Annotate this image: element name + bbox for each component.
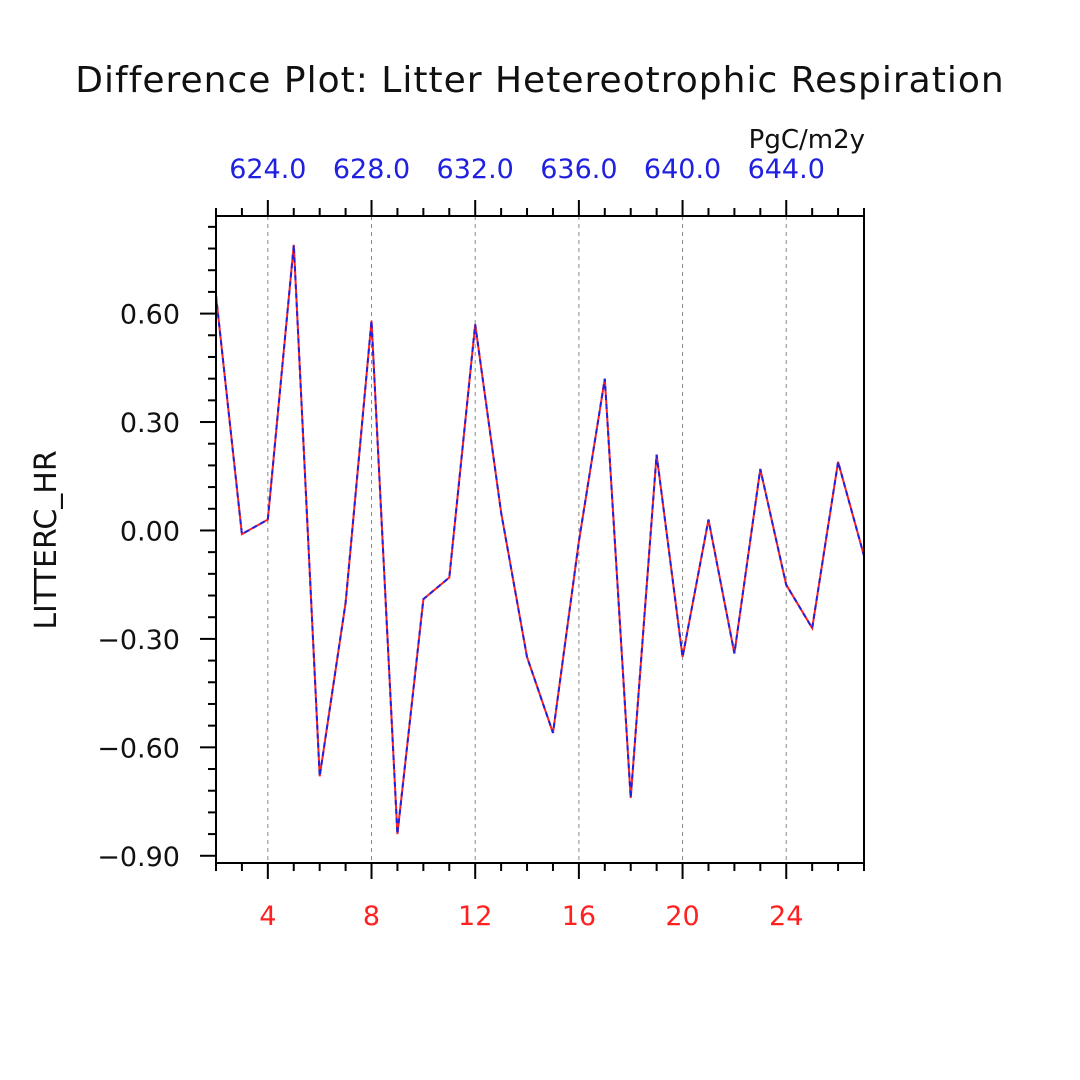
y-tick-label: 0.00 — [120, 516, 180, 547]
x-tick-label: 8 — [363, 901, 380, 932]
series-line-red — [215, 244, 865, 835]
tick-labels: 4 8 12 16 20 24 624.0 628.0 632.0 636.0 640.0 644.0… — [97, 154, 825, 932]
y-tick-label: 0.30 — [120, 408, 180, 439]
top-tick-label: 644.0 — [748, 154, 825, 185]
axis-ticks — [200, 200, 865, 879]
gridlines — [267, 216, 787, 863]
x-tick-label: 12 — [458, 901, 492, 932]
top-tick-label: 640.0 — [644, 154, 721, 185]
y-tick-label: 0.60 — [120, 300, 180, 331]
x-tick-label: 4 — [259, 901, 276, 932]
chart-title: Difference Plot: Litter Hetereotrophic R… — [75, 60, 1004, 101]
units-label: PgC/m2y — [749, 125, 865, 155]
x-tick-label: 24 — [769, 901, 803, 932]
y-tick-label: −0.30 — [97, 625, 180, 656]
series-lines — [215, 244, 865, 835]
top-tick-label: 628.0 — [333, 154, 410, 185]
top-tick-label: 636.0 — [540, 154, 617, 185]
top-tick-label: 632.0 — [437, 154, 514, 185]
y-tick-label: −0.90 — [97, 842, 180, 873]
y-tick-label: −0.60 — [97, 733, 180, 764]
x-tick-label: 16 — [562, 901, 596, 932]
y-axis-label: LITTERC_HR — [29, 450, 64, 629]
top-tick-label: 624.0 — [229, 154, 306, 185]
series-line-blue — [215, 244, 865, 835]
x-tick-label: 20 — [665, 901, 699, 932]
plot-frame — [215, 215, 865, 864]
